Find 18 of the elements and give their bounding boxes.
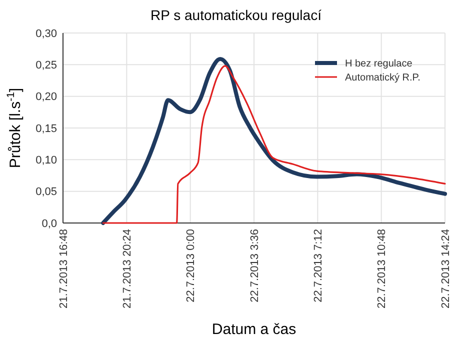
chart-title: RP s automatickou regulací <box>150 7 322 23</box>
legend-label: H bez regulace <box>345 58 413 70</box>
x-tick-label: 22.7.2013 14:24 <box>440 229 452 309</box>
y-tick-label: 0,05 <box>36 186 57 198</box>
x-tick-label: 22.7.2013 7:12 <box>312 229 325 302</box>
x-tick-label: 21.7.2013 16:48 <box>58 229 70 309</box>
y-tick-label: 0,25 <box>36 60 57 72</box>
x-axis-title: Datum a čas <box>212 321 296 338</box>
x-tick-label: 22.7.2013 0:00 <box>185 229 198 302</box>
y-tick-label: 0,15 <box>36 122 57 135</box>
y-tick-label: 0,0 <box>42 218 57 230</box>
y-tick-label: 0,10 <box>36 154 57 167</box>
x-tick-label: 22.7.2013 10:48 <box>376 229 388 309</box>
legend-label: Automatický R.P. <box>345 72 420 84</box>
x-tick-label: 22.7.2013 3:36 <box>248 229 261 302</box>
y-tick-label: 0,20 <box>36 91 57 104</box>
x-tick-label: 21.7.2013 20:24 <box>122 229 134 309</box>
y-tick-label: 0,30 <box>36 28 57 40</box>
